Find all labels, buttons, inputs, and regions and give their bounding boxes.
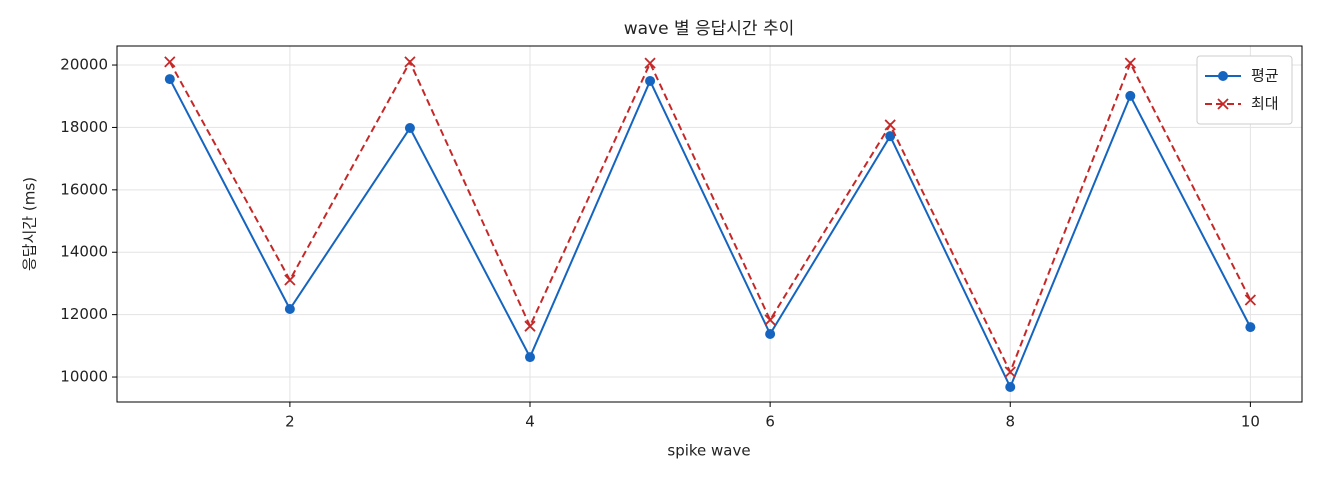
legend-marker xyxy=(1218,71,1228,81)
marker xyxy=(524,320,536,332)
marker xyxy=(765,328,776,339)
marker xyxy=(884,119,896,131)
x-tick-label: 6 xyxy=(765,413,775,431)
marker xyxy=(284,304,295,315)
y-tick-label: 18000 xyxy=(60,118,108,136)
y-tick-label: 10000 xyxy=(60,368,108,386)
x-tick-label: 8 xyxy=(1005,413,1015,431)
marker xyxy=(404,56,416,68)
legend-marker xyxy=(1217,98,1229,110)
marker xyxy=(525,352,536,363)
marker xyxy=(764,314,776,326)
x-tick-label: 2 xyxy=(285,413,295,431)
marker xyxy=(645,75,656,86)
legend-label: 최대 xyxy=(1251,95,1279,113)
marker xyxy=(1005,382,1016,393)
marker xyxy=(164,74,175,85)
marker xyxy=(404,123,415,134)
series-line xyxy=(168,59,1252,375)
x-tick-label: 4 xyxy=(525,413,535,431)
marker xyxy=(1124,57,1136,69)
marker xyxy=(1125,90,1136,101)
marker xyxy=(284,274,296,286)
marker xyxy=(1245,322,1256,333)
y-tick-label: 20000 xyxy=(60,56,108,74)
marker xyxy=(644,57,656,69)
y-tick-label: 16000 xyxy=(60,180,108,198)
chart-title: wave 별 응답시간 추이 xyxy=(624,19,795,39)
series-line xyxy=(168,78,1252,390)
y-axis-label: 응답시간 (ms) xyxy=(21,177,39,271)
y-tick-label: 12000 xyxy=(60,305,108,323)
marker xyxy=(164,56,176,68)
x-axis-label: spike wave xyxy=(667,442,750,460)
marker xyxy=(1244,294,1257,306)
marker xyxy=(885,131,896,142)
y-tick-label: 14000 xyxy=(60,243,108,261)
x-tick-label: 10 xyxy=(1241,413,1260,431)
legend-label: 평균 xyxy=(1251,67,1279,85)
plot-frame xyxy=(116,45,1303,403)
marker xyxy=(1004,366,1016,378)
